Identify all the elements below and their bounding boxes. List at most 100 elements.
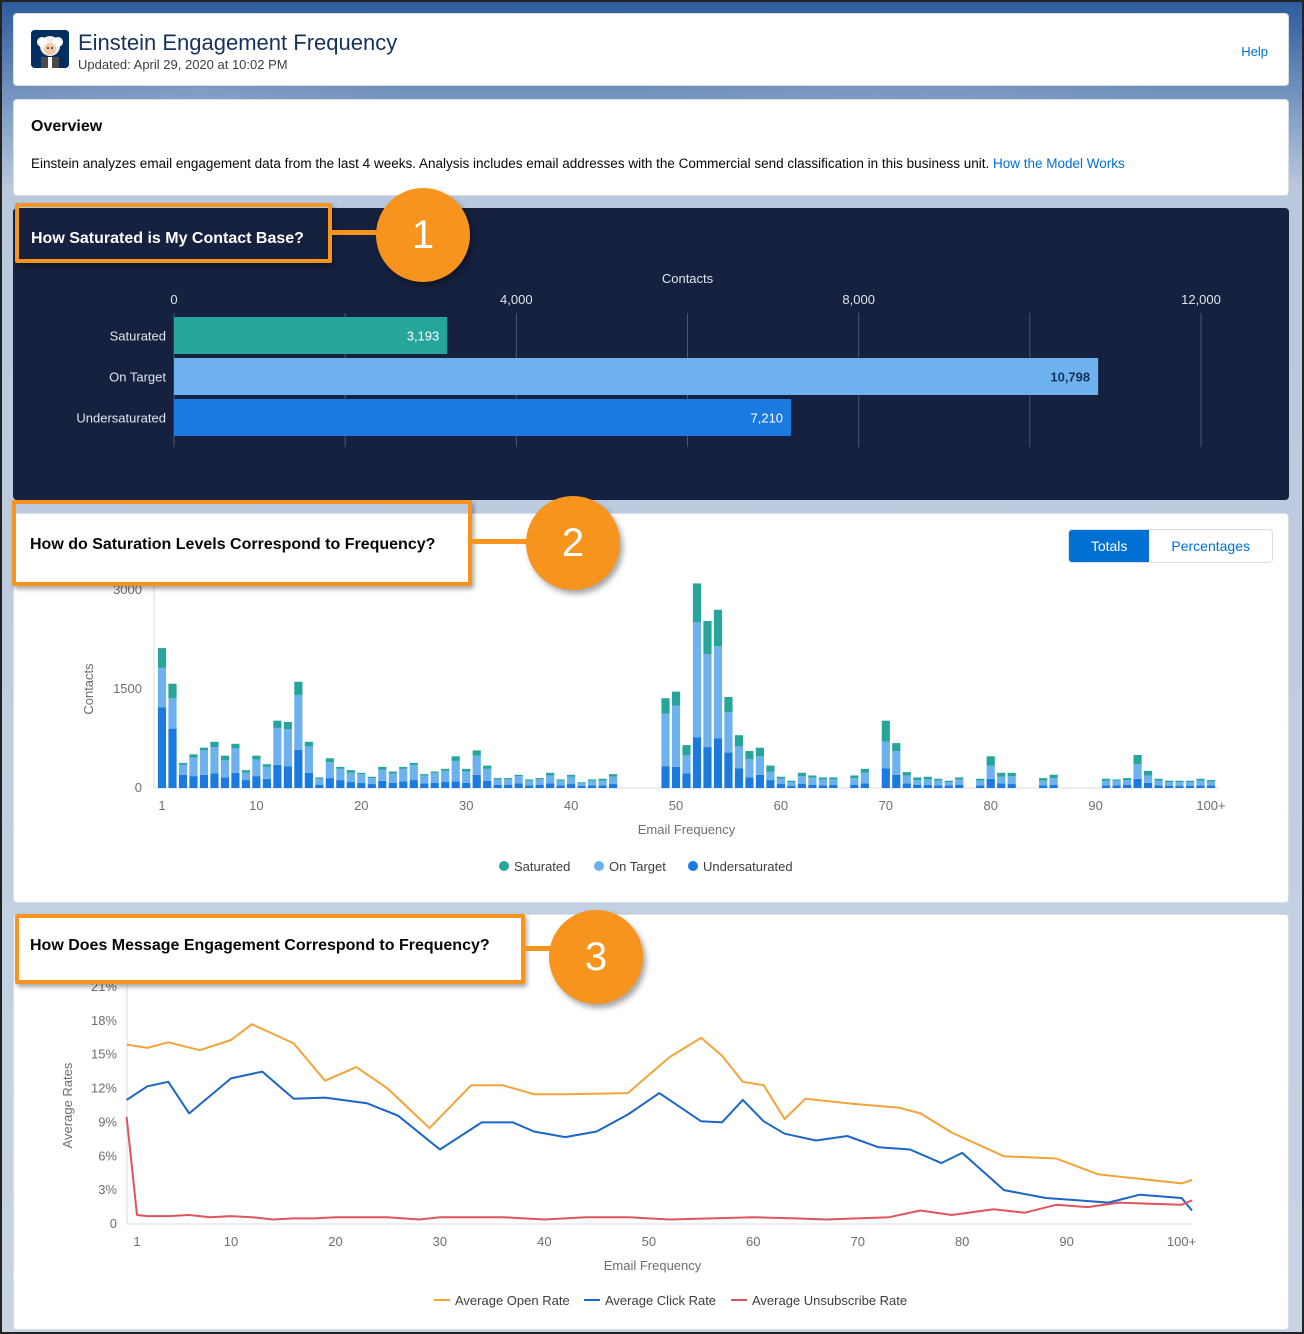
bar-segment-on-target (1143, 775, 1153, 783)
bar-segment-saturated (1185, 780, 1195, 783)
bar-segment-on-target (1007, 776, 1016, 785)
bar-segment-saturated (755, 747, 765, 757)
bar-segment-on-target (325, 762, 334, 779)
bar-segment-undersaturated (304, 772, 313, 788)
bar-segment-saturated (220, 755, 230, 761)
bar-segment-on-target (955, 779, 964, 785)
bar-segment-undersaturated (850, 784, 859, 788)
how-the-model-works-link[interactable]: How the Model Works (992, 156, 1125, 171)
x-tick-label: 20 (354, 798, 368, 813)
bar-segment-undersaturated (525, 785, 534, 788)
y-tick-label: 6% (98, 1148, 117, 1163)
bar-segment-saturated (514, 774, 523, 777)
x-tick-label: 30 (459, 798, 473, 813)
bar-segment-saturated (367, 776, 376, 779)
bar-segment-on-target (241, 772, 251, 781)
bar-segment-on-target (294, 694, 303, 750)
bar-segment-undersaturated (199, 774, 209, 788)
bar-segment-saturated (1049, 774, 1058, 779)
bar-segment-saturated (934, 778, 943, 781)
bar-segment-undersaturated (808, 784, 817, 788)
saturation-card: How Saturated is My Contact Base? Contac… (13, 208, 1289, 500)
x-tick-label: 10 (249, 798, 263, 813)
bar-segment-saturated (787, 780, 796, 783)
bar-segment-on-target (797, 776, 806, 785)
x-tick-label: 40 (537, 1234, 551, 1249)
bar-segment-on-target (598, 780, 607, 786)
bar-segment-undersaturated (1154, 785, 1163, 788)
bar-segment-saturated (902, 772, 911, 776)
bar-segment-saturated (661, 698, 670, 714)
bar-segment-saturated (210, 741, 219, 748)
bar-segment-saturated (252, 755, 261, 760)
bar-segment-on-target (923, 779, 932, 785)
bar-segment-undersaturated (955, 784, 964, 788)
bar-segment-undersaturated (273, 764, 282, 788)
bar-segment-undersaturated (168, 728, 177, 788)
bar-segment-on-target (755, 756, 765, 775)
bar-segment-undersaturated (902, 783, 911, 788)
bar-segment-saturated (1007, 772, 1016, 777)
bar-segment-undersaturated (283, 766, 292, 788)
x-tick-label: 70 (851, 1234, 865, 1249)
bar-segment-on-target (178, 764, 188, 775)
bar-segment-undersaturated (797, 784, 806, 788)
engagement-title: How Does Message Engagement Correspond t… (30, 937, 490, 954)
category-label: Undersaturated (76, 411, 166, 426)
bar-segment-undersaturated (976, 785, 985, 788)
bar-segment-undersaturated (598, 785, 607, 788)
x-tick-label: 70 (879, 798, 893, 813)
bar-segment-undersaturated (997, 783, 1006, 788)
x-tick-label: 8,000 (842, 292, 875, 307)
bar-segment-saturated (430, 771, 439, 773)
bar-segment-saturated (1133, 755, 1142, 765)
legend-label: Average Open Rate (455, 1293, 570, 1308)
bar-segment-undersaturated (241, 780, 251, 788)
bar-segment-on-target (409, 764, 418, 781)
bar-segment-saturated (1196, 778, 1205, 781)
overview-text: Einstein analyzes email engagement data … (31, 156, 1125, 171)
bar-segment-on-target (902, 775, 911, 784)
bar-segment-undersaturated (535, 784, 544, 788)
bar-segment-undersaturated (713, 738, 723, 788)
y-tick-label: 0 (135, 780, 142, 795)
bar-segment-undersaturated (766, 780, 775, 788)
bar-segment-saturated (608, 774, 618, 777)
bar-segment-saturated (1206, 780, 1216, 782)
bar-segment-undersaturated (451, 781, 460, 788)
bar-saturated (174, 317, 448, 354)
bar-on-target (174, 358, 1099, 395)
percentages-toggle-button[interactable]: Percentages (1149, 530, 1272, 562)
bar-segment-on-target (420, 775, 429, 784)
totals-toggle-button[interactable]: Totals (1068, 530, 1150, 562)
bar-segment-undersaturated (231, 772, 240, 788)
y-tick-label: 3% (98, 1182, 117, 1197)
bar-segment-on-target (976, 780, 985, 786)
bar-segment-saturated (587, 779, 597, 781)
bar-value-label: 3,193 (407, 329, 440, 344)
bar-segment-saturated (546, 772, 555, 776)
x-tick-label: 100+ (1196, 798, 1225, 813)
y-tick-label: 0 (110, 1216, 117, 1231)
callout-box-2 (12, 500, 472, 586)
bar-segment-saturated (577, 782, 586, 783)
help-link[interactable]: Help (1241, 44, 1268, 59)
bar-segment-undersaturated (703, 747, 712, 788)
bar-segment-on-target (535, 779, 544, 785)
x-tick-label: 1 (133, 1234, 140, 1249)
bar-segment-undersaturated (1122, 784, 1132, 788)
bar-segment-on-target (231, 748, 240, 773)
bar-segment-undersaturated (346, 782, 355, 788)
updated-timestamp: Updated: April 29, 2020 at 10:02 PM (78, 57, 288, 72)
bar-segment-undersaturated (430, 782, 439, 788)
bar-segment-on-target (168, 698, 177, 729)
legend-label: Average Click Rate (605, 1293, 716, 1308)
bar-segment-saturated (797, 772, 806, 777)
bar-segment-saturated (1112, 779, 1121, 781)
bar-segment-saturated (535, 778, 544, 780)
bar-segment-on-target (546, 775, 555, 784)
bar-segment-saturated (671, 691, 681, 706)
legend-label: Average Unsubscribe Rate (752, 1293, 907, 1308)
callout-box-1 (15, 203, 332, 263)
bar-segment-undersaturated (692, 737, 702, 788)
